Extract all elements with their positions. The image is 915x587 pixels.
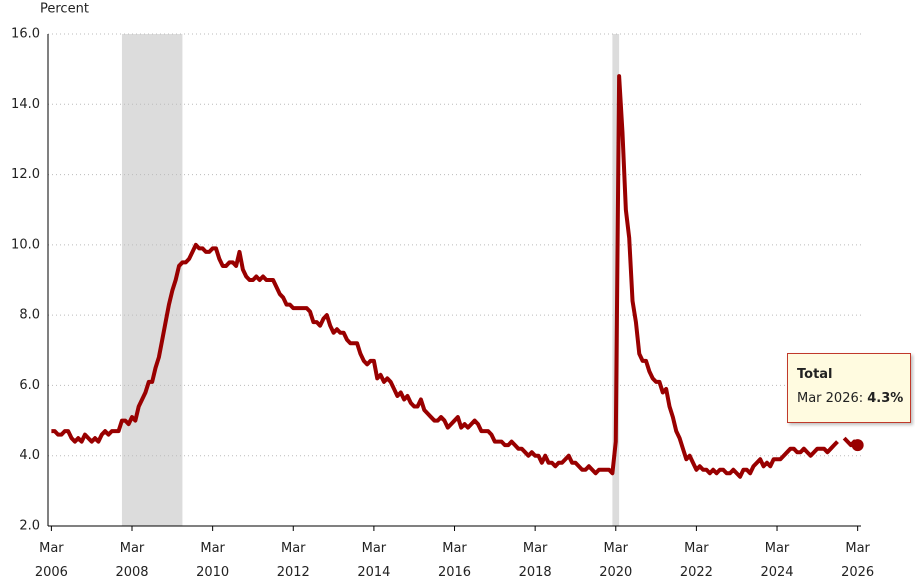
- x-tick-label: Mar 2020: [599, 541, 633, 580]
- tooltip-value: 4.3%: [867, 391, 904, 406]
- tooltip-label: Mar 2026:: [797, 391, 864, 406]
- y-tick-label: 16.0: [11, 27, 40, 42]
- highlight-point: [851, 439, 864, 452]
- tooltip: Total Mar 2026: 4.3%: [787, 353, 911, 423]
- tooltip-body: Mar 2026: 4.3%: [797, 387, 910, 411]
- x-tick-label: Mar 2014: [357, 541, 391, 580]
- y-axis-label: Percent: [40, 2, 89, 17]
- y-tick-label: 4.0: [19, 448, 40, 463]
- x-tick-label: Mar 2018: [518, 541, 552, 580]
- y-tick-label: 8.0: [19, 308, 40, 323]
- x-tick-label: Mar 2012: [276, 541, 310, 580]
- x-tick-label: Mar 2008: [115, 541, 149, 580]
- x-tick-label: Mar 2016: [437, 541, 472, 580]
- y-tick-label: 2.0: [19, 519, 40, 534]
- x-tick-label: Mar 2010: [196, 541, 230, 580]
- y-tick-label: 14.0: [11, 97, 40, 112]
- y-tick-label: 10.0: [11, 237, 40, 252]
- x-tick-label: Mar 2026: [841, 541, 875, 580]
- tooltip-title: Total: [797, 367, 833, 382]
- x-tick-label: Mar 2022: [679, 541, 713, 580]
- x-tick-label: Mar 2024: [760, 541, 794, 580]
- y-tick-label: 6.0: [19, 378, 40, 393]
- y-tick-label: 12.0: [11, 167, 40, 182]
- x-tick-label: Mar 2006: [34, 541, 68, 580]
- shaded-period: [121, 34, 183, 526]
